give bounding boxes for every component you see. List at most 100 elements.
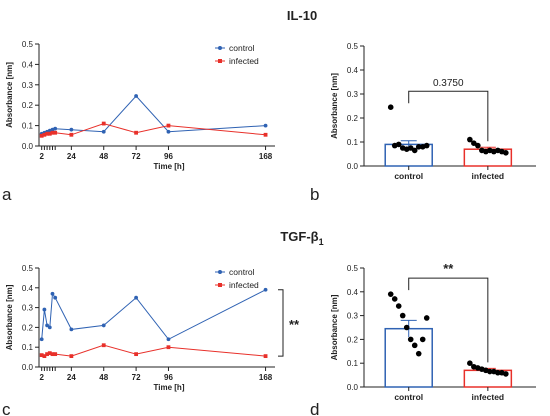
data-point-infected bbox=[69, 354, 74, 359]
panel-b: 0.0 0.1 0.2 0.3 0.4 0.5 Absorbance [nm] control… bbox=[310, 42, 536, 204]
data-point-infected bbox=[45, 352, 49, 357]
y-tick-label: 0.4 bbox=[347, 66, 359, 75]
y-tick-label: 0.0 bbox=[347, 162, 359, 171]
data-point-infected bbox=[263, 132, 268, 137]
data-point-infected bbox=[53, 352, 58, 357]
data-point-control bbox=[407, 336, 414, 343]
data-point-infected bbox=[47, 131, 52, 136]
series-line-control bbox=[41, 289, 266, 340]
data-point-control bbox=[387, 291, 394, 297]
comparison-label: 0.3750 bbox=[433, 78, 464, 89]
data-point-infected bbox=[166, 345, 171, 350]
legend-marker-control bbox=[218, 46, 222, 50]
series-line-control bbox=[41, 95, 266, 135]
y-axis-label: Absorbance [nm] bbox=[330, 294, 339, 360]
data-point-control bbox=[391, 296, 398, 302]
y-tick-label: 0.2 bbox=[22, 101, 34, 110]
legend-label-control: control bbox=[229, 43, 255, 53]
y-tick-label: 0.5 bbox=[347, 42, 359, 51]
y-tick-label: 0.5 bbox=[347, 264, 359, 273]
x-tick-label: 24 bbox=[67, 152, 76, 161]
data-point-control bbox=[403, 324, 410, 331]
significance-label: ** bbox=[289, 317, 300, 332]
panel-d: 0.0 0.1 0.2 0.3 0.4 0.5 Absorbance [nm] control… bbox=[310, 261, 536, 416]
data-point-infected bbox=[166, 123, 171, 128]
data-point-control bbox=[101, 129, 106, 134]
data-point-infected bbox=[467, 136, 473, 143]
y-tick-label: 0.3 bbox=[347, 90, 359, 99]
data-point-control bbox=[263, 287, 268, 292]
data-point-infected bbox=[503, 371, 509, 377]
data-point-control bbox=[387, 104, 394, 110]
legend-label-control: control bbox=[229, 267, 255, 277]
data-point-infected bbox=[263, 354, 268, 359]
data-point-infected bbox=[134, 130, 138, 135]
data-point-control bbox=[395, 303, 402, 309]
x-tick-label: 168 bbox=[259, 152, 273, 161]
data-point-control bbox=[42, 307, 47, 312]
y-tick-label: 0.0 bbox=[347, 383, 359, 392]
comparison-bracket bbox=[408, 90, 489, 142]
data-point-control bbox=[423, 142, 430, 149]
y-tick-label: 0.1 bbox=[347, 138, 359, 147]
x-tick-label: 48 bbox=[99, 152, 108, 161]
y-tick-label: 0.0 bbox=[22, 142, 34, 151]
x-tick-label: 24 bbox=[67, 373, 76, 382]
data-point-control bbox=[69, 127, 74, 132]
data-point-control bbox=[39, 337, 44, 342]
data-point-control bbox=[423, 315, 430, 321]
x-tick-label: 96 bbox=[164, 152, 173, 161]
category-label-control: control bbox=[394, 171, 423, 181]
y-tick-label: 0.3 bbox=[22, 81, 34, 90]
data-point-control bbox=[69, 327, 74, 332]
data-point-control bbox=[166, 337, 171, 342]
data-point-infected bbox=[39, 133, 44, 138]
panel-letter: b bbox=[310, 185, 319, 204]
y-axis-label: Absorbance [nm] bbox=[5, 284, 14, 350]
y-tick-label: 0.4 bbox=[347, 288, 359, 297]
data-point-infected bbox=[42, 354, 47, 359]
panel-letter: a bbox=[2, 185, 12, 204]
y-tick-label: 0.3 bbox=[22, 304, 34, 313]
data-point-control bbox=[53, 295, 58, 300]
data-point-infected bbox=[53, 130, 58, 135]
figure-title-tgfb1: TGF-β1 bbox=[280, 229, 323, 247]
panel-letter: d bbox=[310, 400, 319, 416]
y-tick-label: 0.1 bbox=[22, 122, 34, 131]
data-point-control bbox=[53, 126, 58, 131]
significance-bracket bbox=[278, 289, 284, 357]
x-axis-label: Time [h] bbox=[154, 162, 185, 171]
category-label-infected: infected bbox=[472, 171, 505, 181]
data-point-infected bbox=[47, 351, 52, 356]
figure-title-il10: IL-10 bbox=[287, 8, 317, 23]
comparison-bracket bbox=[408, 277, 489, 363]
data-point-infected bbox=[69, 132, 74, 137]
data-point-control bbox=[411, 342, 418, 349]
data-point-infected bbox=[134, 352, 138, 357]
data-point-infected bbox=[50, 352, 55, 357]
y-tick-label: 0.4 bbox=[22, 60, 34, 69]
legend-marker-control bbox=[218, 270, 222, 274]
x-tick-label: 168 bbox=[259, 373, 273, 382]
y-tick-label: 0.5 bbox=[22, 40, 34, 49]
data-point-infected bbox=[101, 343, 106, 348]
data-point-control bbox=[411, 147, 418, 154]
y-tick-label: 0.0 bbox=[22, 363, 34, 372]
bar-control bbox=[384, 327, 433, 388]
data-point-control bbox=[134, 94, 138, 98]
data-point-control bbox=[47, 325, 52, 330]
data-point-infected bbox=[42, 132, 47, 137]
data-point-infected bbox=[487, 368, 493, 375]
data-point-control bbox=[419, 336, 426, 343]
x-tick-label: 2 bbox=[39, 152, 44, 161]
y-axis-label: Absorbance [nm] bbox=[330, 73, 339, 139]
series-line-infected bbox=[41, 344, 266, 357]
y-tick-label: 0.1 bbox=[22, 343, 34, 352]
legend-label-infected: infected bbox=[229, 56, 259, 66]
legend-label-infected: infected bbox=[229, 280, 259, 290]
data-point-infected bbox=[503, 150, 509, 156]
data-point-infected bbox=[50, 130, 55, 135]
data-point-control bbox=[395, 141, 402, 148]
data-point-infected bbox=[45, 131, 49, 136]
